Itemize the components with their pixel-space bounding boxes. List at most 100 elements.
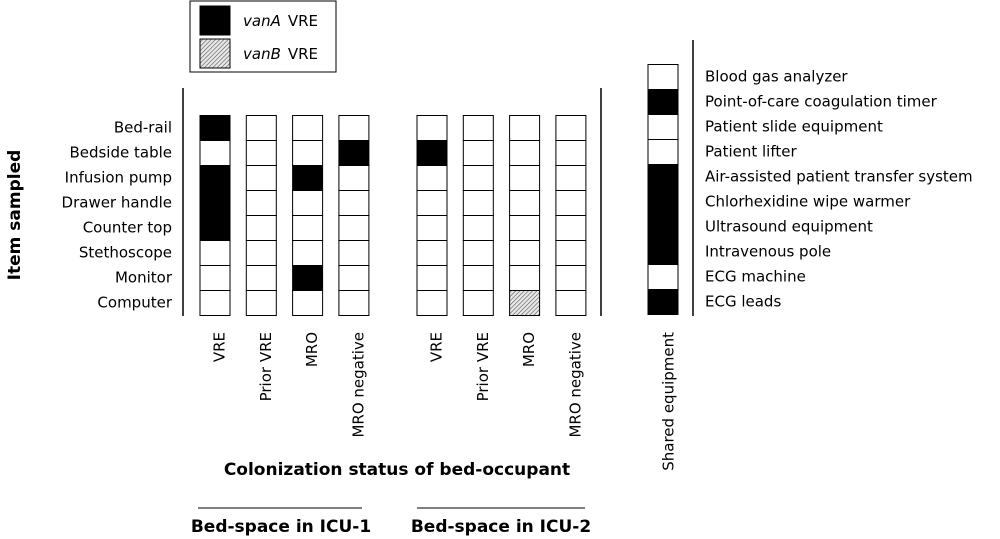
cell (509, 190, 541, 216)
cell (462, 140, 494, 166)
cell (338, 265, 370, 291)
cell (338, 240, 370, 266)
cell (416, 265, 448, 291)
cell (647, 214, 679, 240)
cell (338, 290, 370, 316)
cell (462, 265, 494, 291)
cell (245, 115, 277, 141)
cell (647, 239, 679, 265)
cell (647, 114, 679, 140)
cell (199, 165, 231, 191)
legend-text: VRE (288, 45, 318, 63)
cell (555, 240, 587, 266)
column-label: VRE (428, 332, 446, 362)
shared-item-label: Patient lifter (705, 143, 797, 161)
cell (245, 140, 277, 166)
cell (509, 165, 541, 191)
cell (647, 139, 679, 165)
cell (292, 265, 324, 291)
shared-item-label: Blood gas analyzer (705, 68, 848, 86)
column-label: VRE (211, 332, 229, 362)
cell (462, 290, 494, 316)
cell (199, 115, 231, 141)
row-label: Drawer handle (62, 194, 172, 212)
cell (647, 289, 679, 315)
legend-text: VRE (288, 12, 318, 30)
shared-item-label: Chlorhexidine wipe warmer (705, 193, 911, 211)
cell (199, 215, 231, 241)
cell (292, 115, 324, 141)
cell (647, 64, 679, 90)
group-label: Bed-space in ICU-1 (191, 517, 371, 537)
cell (199, 240, 231, 266)
cell (416, 165, 448, 191)
cell (292, 140, 324, 166)
cell (245, 240, 277, 266)
cell (199, 190, 231, 216)
cell (245, 290, 277, 316)
legend-label: vanA VRE (243, 12, 318, 30)
cell (416, 215, 448, 241)
cell (338, 190, 370, 216)
cell (245, 265, 277, 291)
shared-item-label: Air-assisted patient transfer system (705, 168, 973, 186)
cell (462, 215, 494, 241)
cell (292, 240, 324, 266)
cell (338, 165, 370, 191)
cell (292, 215, 324, 241)
cell (338, 140, 370, 166)
shared-item-label: Point-of-care coagulation timer (705, 93, 938, 111)
row-label: Bedside table (69, 144, 172, 162)
column-label: Prior VRE (257, 332, 275, 401)
cell (292, 165, 324, 191)
shared-item-label: Patient slide equipment (705, 118, 883, 136)
cell (245, 165, 277, 191)
cell (509, 290, 541, 316)
cell (555, 190, 587, 216)
cell (462, 115, 494, 141)
shared-item-label: Intravenous pole (705, 243, 831, 261)
cell (555, 165, 587, 191)
cell (555, 115, 587, 141)
cell (292, 190, 324, 216)
shared-item-label: ECG leads (705, 293, 781, 311)
column-label: Prior VRE (474, 332, 492, 401)
cell (462, 240, 494, 266)
y-axis-title: Item sampled (5, 150, 25, 281)
cell (555, 140, 587, 166)
legend-label: vanB VRE (243, 45, 318, 63)
row-label: Stethoscope (79, 244, 172, 262)
cell (199, 265, 231, 291)
x-axis-title: Colonization status of bed-occupant (224, 460, 570, 480)
cell (647, 164, 679, 190)
cell (509, 215, 541, 241)
cell (416, 240, 448, 266)
cell (292, 290, 324, 316)
row-label: Monitor (115, 269, 173, 287)
row-label: Bed-rail (114, 119, 172, 137)
cell (647, 189, 679, 215)
cell (416, 115, 448, 141)
cell (245, 190, 277, 216)
column-label: MRO (520, 332, 538, 367)
row-label: Computer (97, 294, 172, 312)
cell (509, 265, 541, 291)
cell (555, 265, 587, 291)
cell (555, 215, 587, 241)
column-label: MRO (303, 332, 321, 367)
cell (509, 140, 541, 166)
cell (509, 115, 541, 141)
cell (462, 190, 494, 216)
legend-gene: vanB (243, 45, 281, 63)
group-label: Bed-space in ICU-2 (411, 517, 591, 537)
cell (416, 140, 448, 166)
column-label: MRO negative (566, 332, 584, 438)
cell (462, 165, 494, 191)
shared-item-label: Ultrasound equipment (705, 218, 873, 236)
column-label: MRO negative (349, 332, 367, 438)
cell (416, 290, 448, 316)
cell (509, 240, 541, 266)
cell (338, 215, 370, 241)
legend-swatch (199, 5, 231, 36)
